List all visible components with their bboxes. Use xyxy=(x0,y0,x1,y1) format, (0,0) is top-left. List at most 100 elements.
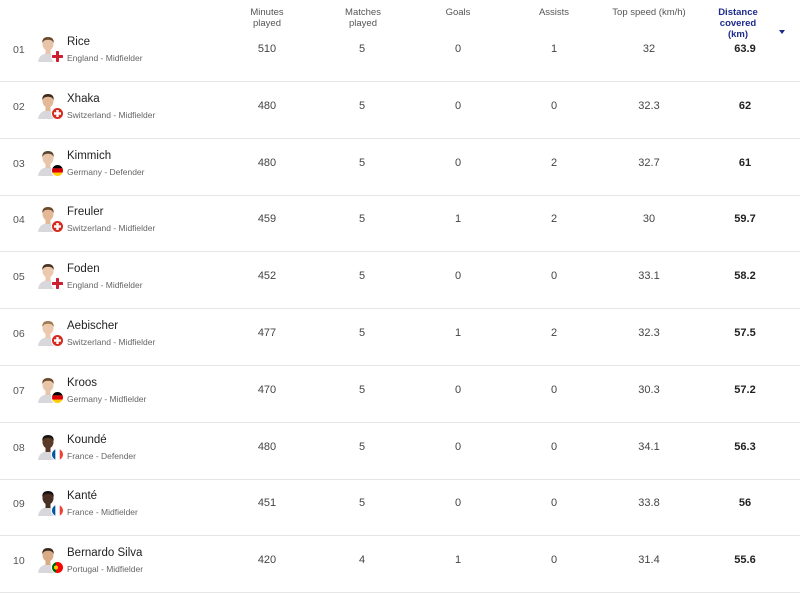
player-avatar xyxy=(37,432,64,461)
player-name[interactable]: Rice xyxy=(67,36,91,48)
player-avatar xyxy=(37,148,64,177)
cell-minutes: 470 xyxy=(257,383,277,396)
cell-goals: 0 xyxy=(454,270,462,283)
col-matches-played[interactable]: Matches played xyxy=(345,7,381,29)
player-avatar xyxy=(37,91,64,120)
cell-speed: 30.3 xyxy=(638,383,660,396)
cell-minutes: 477 xyxy=(257,327,277,339)
player-name[interactable]: Koundé xyxy=(67,433,107,446)
cell-speed: 32.7 xyxy=(638,156,660,169)
player-country-position: Switzerland - Midfielder xyxy=(67,109,156,120)
cell-distance: 62 xyxy=(738,99,752,112)
germany-flag-icon xyxy=(51,390,64,404)
player-rank: 03 xyxy=(13,157,25,170)
cell-matches: 4 xyxy=(358,554,366,567)
sort-descending-icon[interactable] xyxy=(779,30,785,34)
player-name[interactable]: Aebischer xyxy=(67,320,119,332)
switzerland-flag-icon xyxy=(51,334,64,347)
player-rank: 05 xyxy=(13,271,25,284)
cell-distance: 55.6 xyxy=(734,554,756,567)
germany-flag-icon xyxy=(51,163,64,177)
player-avatar xyxy=(37,488,64,518)
table-row[interactable]: 09 Kanté France - Midfielder 451 5 0 0 33.8 56 xyxy=(0,478,800,537)
cell-distance: 61 xyxy=(738,156,752,169)
cell-speed: 32 xyxy=(642,43,656,55)
cell-assists: 2 xyxy=(550,327,558,339)
col-distance-covered[interactable]: Distance covered (km) xyxy=(700,7,776,40)
col-goals[interactable]: Goals xyxy=(445,7,471,18)
england-flag-icon xyxy=(51,50,64,63)
cell-goals: 1 xyxy=(454,327,462,339)
table-row[interactable]: 02 Xhaka Switzerland - Midfielder 480 5 0 0 32.… xyxy=(0,81,800,139)
player-name[interactable]: Bernardo Silva xyxy=(67,547,143,560)
cell-assists: 1 xyxy=(550,43,558,55)
player-name[interactable]: Kroos xyxy=(67,376,98,389)
player-rank: 04 xyxy=(13,214,25,227)
cell-distance: 57.2 xyxy=(734,383,756,396)
switzerland-flag-icon xyxy=(51,106,64,120)
cell-matches: 5 xyxy=(358,43,366,55)
england-flag-icon xyxy=(51,277,64,291)
col-top-speed[interactable]: Top speed (km/h) xyxy=(612,7,686,18)
cell-matches: 5 xyxy=(358,270,366,283)
cell-matches: 5 xyxy=(358,497,366,510)
cell-speed: 33.8 xyxy=(638,497,660,510)
player-name[interactable]: Kanté xyxy=(67,490,98,503)
cell-speed: 31.4 xyxy=(638,554,660,567)
player-name[interactable]: Freuler xyxy=(67,206,104,219)
cell-distance: 63.9 xyxy=(734,43,756,55)
cell-minutes: 420 xyxy=(257,554,277,567)
cell-minutes: 510 xyxy=(257,43,277,55)
table-row[interactable]: 05 Foden England - Midfielder 452 5 0 0 33.1 58.… xyxy=(0,251,800,310)
france-flag-icon xyxy=(51,447,64,461)
cell-assists: 0 xyxy=(550,270,558,283)
player-avatar xyxy=(37,34,64,63)
player-country-position: England - Midfielder xyxy=(67,53,143,63)
cell-goals: 0 xyxy=(454,43,462,55)
player-rank: 10 xyxy=(13,555,25,568)
player-rank: 02 xyxy=(13,100,25,113)
col-distance-line1: Distance covered xyxy=(718,7,758,29)
cell-assists: 0 xyxy=(550,554,558,567)
cell-speed: 33.1 xyxy=(638,270,660,283)
player-rank: 08 xyxy=(13,441,25,454)
switzerland-flag-icon xyxy=(51,220,64,234)
cell-minutes: 451 xyxy=(257,497,277,510)
france-flag-icon xyxy=(51,504,64,518)
cell-matches: 5 xyxy=(358,213,366,226)
player-rank: 07 xyxy=(13,384,25,397)
cell-goals: 0 xyxy=(454,99,462,112)
cell-minutes: 459 xyxy=(257,213,277,226)
col-minutes-played[interactable]: Minutes played xyxy=(250,7,284,29)
cell-speed: 32.3 xyxy=(638,99,660,112)
cell-matches: 5 xyxy=(358,99,366,112)
table-row[interactable]: 04 Freuler Switzerland - Midfielder 459 5 1 2 3… xyxy=(0,194,800,253)
table-row[interactable]: 07 Kroos Germany - Midfielder 470 5 0 0 30.3 57.… xyxy=(0,365,800,423)
cell-assists: 0 xyxy=(550,497,558,510)
player-country-position: Portugal - Midfielder xyxy=(67,564,144,575)
player-avatar xyxy=(37,204,64,234)
col-assists[interactable]: Assists xyxy=(538,7,570,18)
table-row[interactable]: 08 Koundé France - Defender 480 5 0 0 34.1 56.3 xyxy=(0,422,800,480)
cell-minutes: 480 xyxy=(257,440,277,453)
table-row[interactable]: 10 Bernardo Silva Portugal - Midfielder 420… xyxy=(0,535,800,593)
player-name[interactable]: Foden xyxy=(67,263,100,276)
player-name[interactable]: Xhaka xyxy=(67,92,100,105)
cell-minutes: 480 xyxy=(257,156,277,169)
player-rank: 06 xyxy=(13,328,25,340)
player-country-position: England - Midfielder xyxy=(67,280,143,291)
player-country-position: Germany - Defender xyxy=(67,166,145,177)
player-name[interactable]: Kimmich xyxy=(67,149,112,162)
portugal-flag-icon xyxy=(51,561,64,575)
player-country-position: Switzerland - Midfielder xyxy=(67,337,156,347)
table-row[interactable]: 01 Rice England - Midfielder 510 5 0 1 32 63.9 xyxy=(0,24,800,82)
cell-matches: 5 xyxy=(358,440,366,453)
cell-goals: 1 xyxy=(454,554,462,567)
cell-matches: 5 xyxy=(358,383,366,396)
table-row[interactable]: 06 Aebischer Switzerland - Midfielder 477 5 1… xyxy=(0,308,800,366)
player-country-position: France - Defender xyxy=(67,450,136,461)
cell-matches: 5 xyxy=(358,156,366,169)
cell-goals: 0 xyxy=(454,383,462,396)
cell-assists: 2 xyxy=(550,213,558,226)
table-row[interactable]: 03 Kimmich Germany - Defender 480 5 0 2 32.7 61 xyxy=(0,138,800,196)
